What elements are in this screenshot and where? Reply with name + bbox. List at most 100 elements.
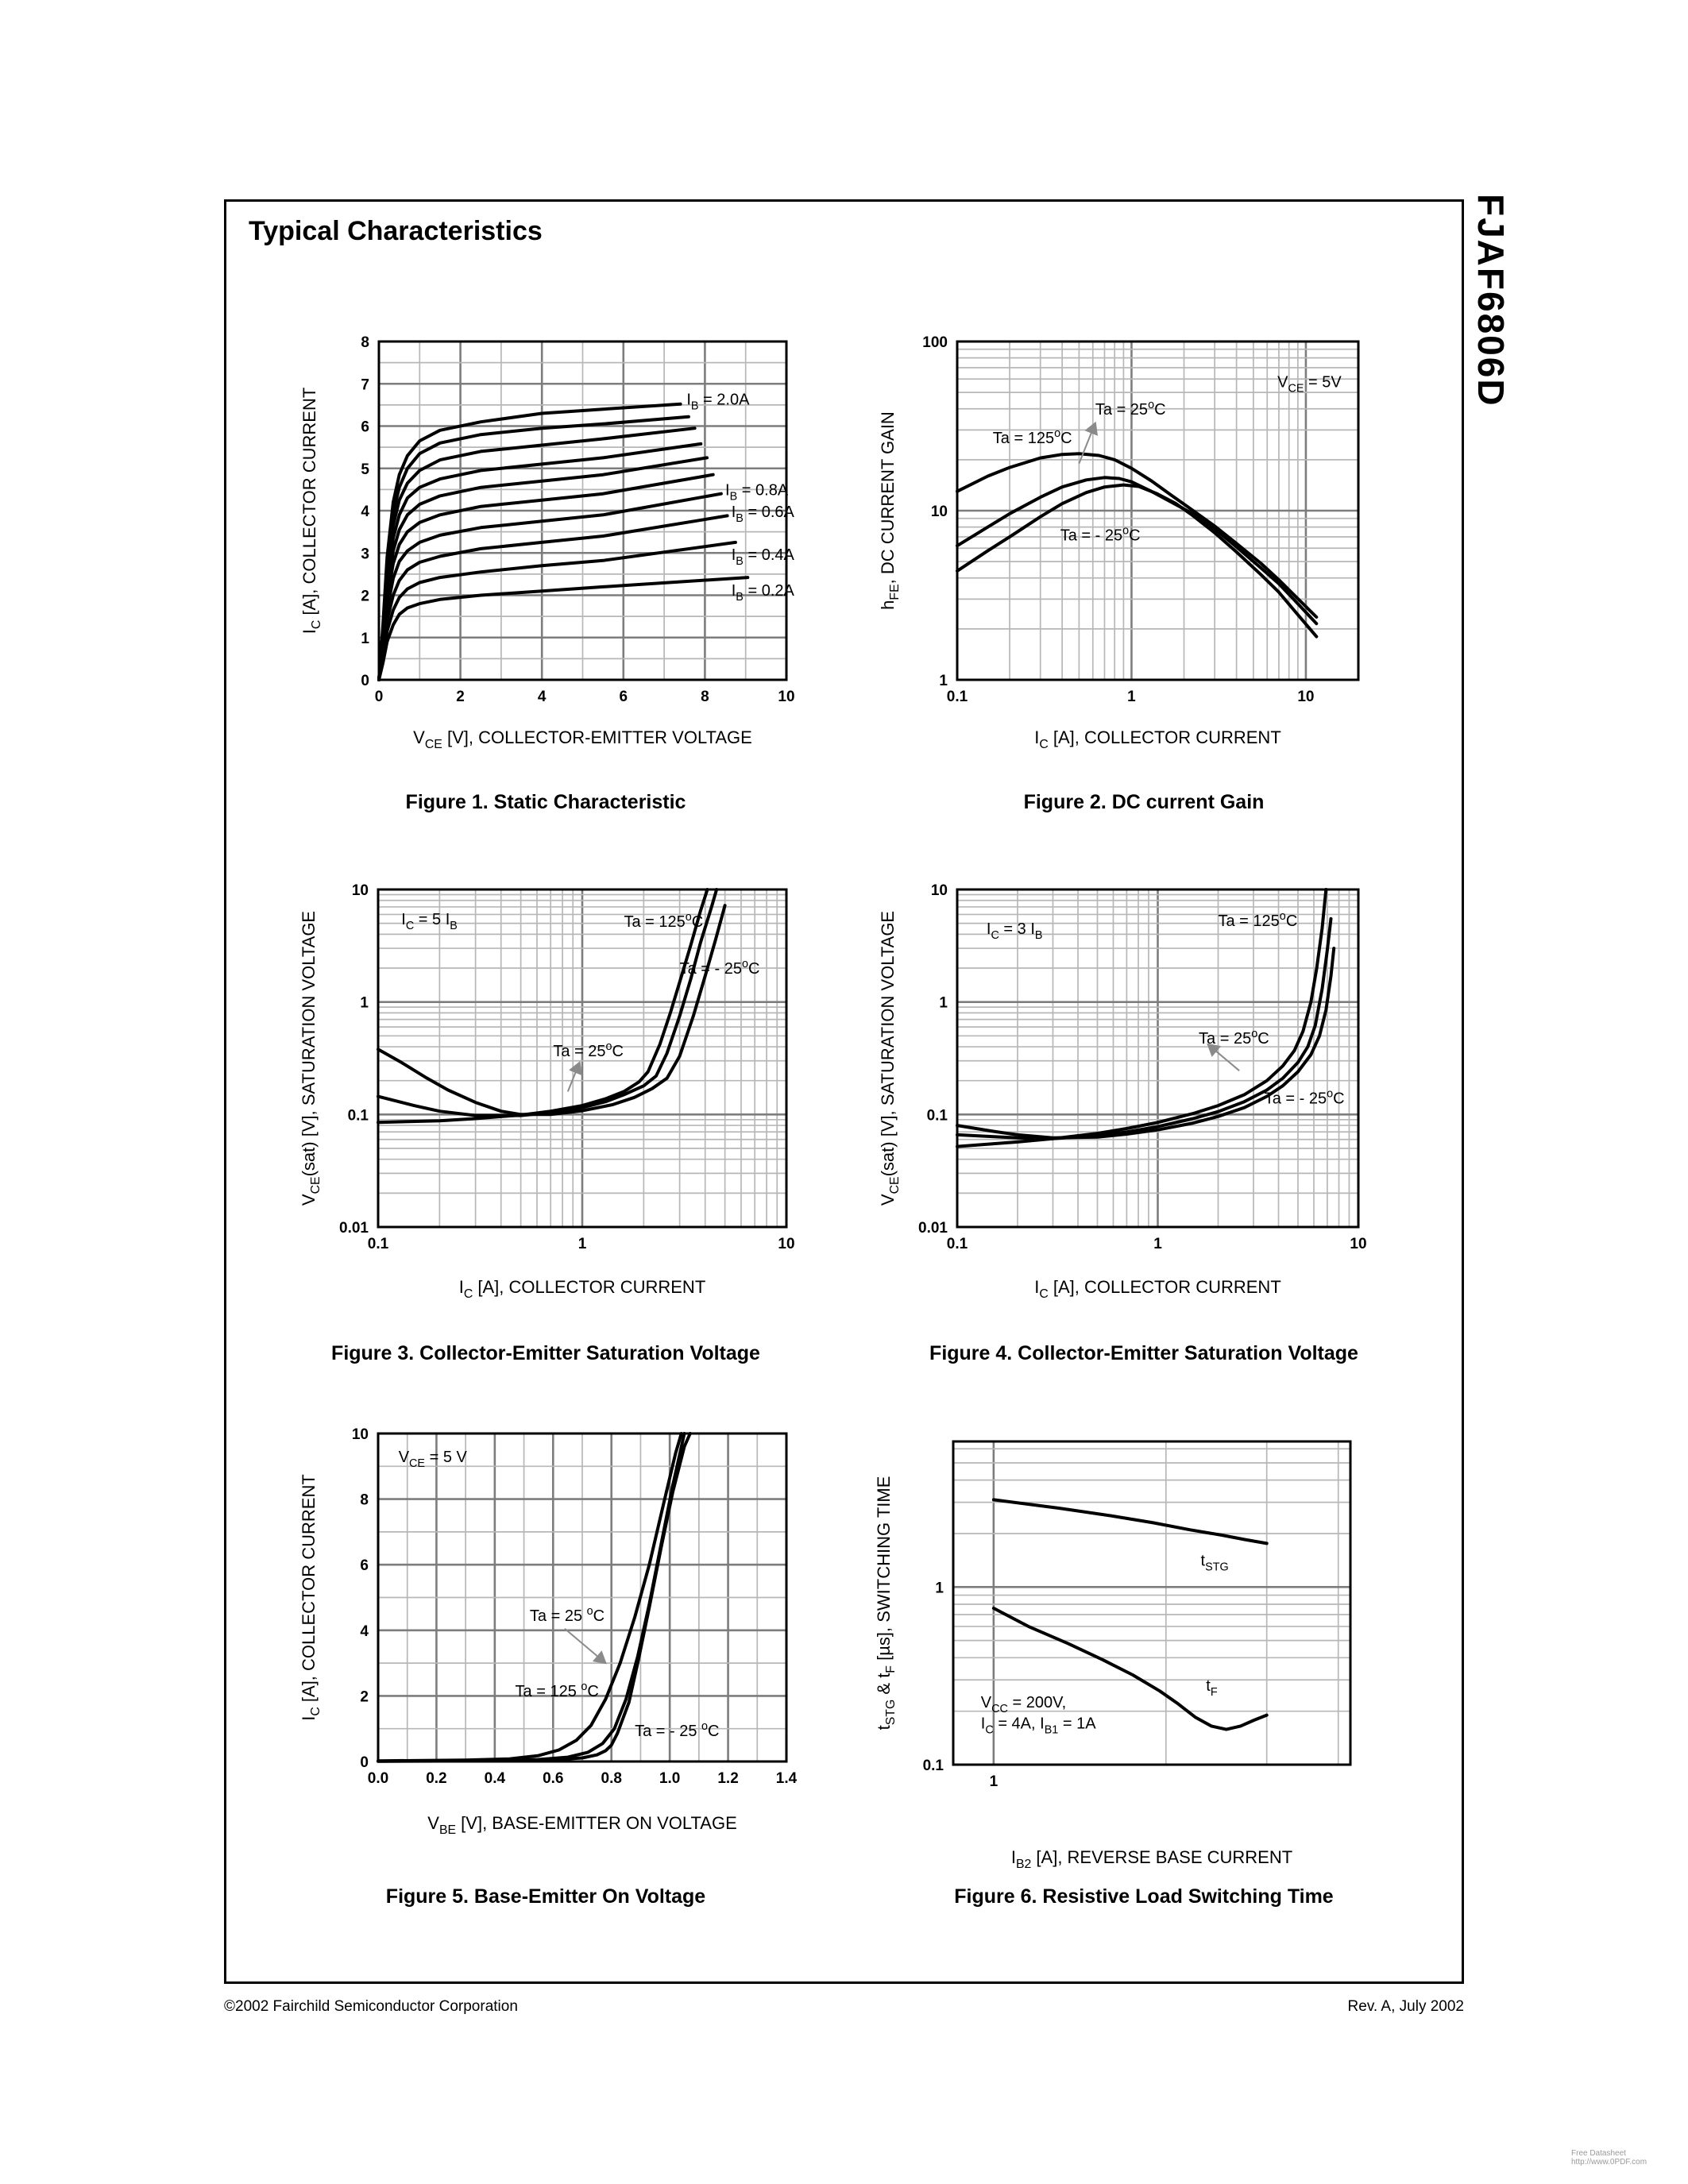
y-tick-label: 2 — [361, 588, 369, 605]
x-tick-label: 10 — [778, 1236, 794, 1252]
plot-frame — [956, 340, 1360, 681]
tick-labels: 0.0 0.2 0.4 0.6 0.8 1.0 1.2 1.4 0 2 4 6 8 10 — [352, 1426, 798, 1787]
annotation: IB = 0.2A — [732, 582, 795, 604]
x-tick-label: 1 — [1153, 1236, 1162, 1252]
annotation: IB = 0.4A — [732, 546, 795, 568]
watermark-text: Free Datasheet http://www.0PDF.com — [1571, 2149, 1647, 2167]
annotation: Ta = 25oC — [1199, 1028, 1269, 1048]
part-number-label: FJAF6806D — [1470, 194, 1512, 407]
annotation: Ta = - 25oC — [680, 958, 760, 978]
annotations: tSTG tF VCC = 200V,IC = 4A, IB1 = 1A — [981, 1552, 1229, 1736]
figure-4-caption: Figure 4. Collector-Emitter Saturation V… — [929, 1342, 1358, 1364]
annotations: VCE = 5V Ta = 25oC Ta = 125oC Ta = - 25oC — [993, 373, 1342, 544]
y-tick-label: 5 — [361, 461, 369, 478]
y-tick-label: 10 — [931, 882, 948, 899]
x-tick-label: 0.1 — [368, 1236, 389, 1252]
page-title: Typical Characteristics — [249, 216, 543, 246]
figure-6-caption: Figure 6. Resistive Load Switching Time — [954, 1885, 1334, 1908]
curve-IB=0.4A — [377, 540, 737, 681]
x-tick-label: 0.6 — [543, 1770, 563, 1787]
y-axis-title: VCE(sat) [V], SATURATION VOLTAGE — [878, 911, 902, 1206]
curve-Ta=-25C — [956, 483, 1319, 639]
y-axis-title: tSTG & tF [µs], SWITCHING TIME — [874, 1476, 898, 1731]
y-tick-label: 6 — [361, 419, 369, 436]
y-tick-label: 1 — [939, 673, 948, 689]
revision-text: Rev. A, July 2002 — [1347, 1998, 1464, 2015]
x-tick-label: 0.1 — [947, 1236, 968, 1252]
gridlines — [953, 1441, 1350, 1765]
y-tick-label: 10 — [352, 882, 369, 899]
gridlines — [957, 889, 1358, 1227]
y-tick-label: 0 — [360, 1754, 369, 1771]
series-curves — [991, 1498, 1269, 1731]
annotation: Ta = - 25 oC — [635, 1720, 719, 1740]
y-tick-label: 2 — [360, 1688, 369, 1705]
plot-frame — [377, 1432, 788, 1763]
x-tick-label: 1.0 — [659, 1770, 680, 1787]
annotation: Ta = 25oC — [1095, 399, 1166, 419]
leader-arrow — [1078, 421, 1099, 464]
copyright-text: ©2002 Fairchild Semiconductor Corporatio… — [224, 1998, 518, 2015]
x-tick-label: 0.1 — [947, 689, 968, 705]
y-tick-label: 1 — [361, 631, 369, 647]
y-axis-title: IC [A], COLLECTOR CURRENT — [299, 388, 323, 635]
y-tick-label: 6 — [360, 1557, 369, 1574]
figure-3-caption: Figure 3. Collector-Emitter Saturation V… — [331, 1342, 760, 1364]
annotation: Ta = - 25oC — [1060, 524, 1141, 544]
annotations: IC = 3 IB Ta = 125oC Ta = 25oC Ta = - 25oC — [987, 910, 1345, 1108]
x-tick-label: 0.0 — [368, 1770, 388, 1787]
y-tick-label: 4 — [360, 1623, 369, 1640]
y-tick-label: 0.01 — [918, 1220, 948, 1237]
x-axis-title: IC [A], COLLECTOR CURRENT — [459, 1277, 706, 1301]
y-tick-label: 1 — [939, 995, 948, 1012]
x-tick-label: 8 — [701, 689, 709, 705]
y-tick-label: 0 — [361, 673, 369, 689]
tick-labels: 10.11 — [923, 1580, 999, 1790]
curve-Ta=25C — [377, 888, 719, 1117]
annotations: IC = 5 IB Ta = 125oC Ta = - 25oC Ta = 25oC — [401, 911, 759, 1060]
y-tick-label: 4 — [361, 504, 369, 520]
leader-arrow — [564, 1627, 607, 1665]
series-curves — [377, 402, 750, 681]
annotation: VCC = 200V, — [981, 1694, 1066, 1715]
annotation: IC = 5 IB — [401, 911, 458, 932]
y-tick-label: 0.1 — [923, 1758, 944, 1774]
series-curves — [956, 888, 1336, 1148]
plot-frame — [952, 1440, 1352, 1766]
curve-IB=1.4A — [377, 442, 703, 681]
y-tick-label: 0.1 — [927, 1107, 948, 1124]
annotation: Ta = - 25oC — [1265, 1088, 1345, 1108]
y-axis-title: VCE(sat) [V], SATURATION VOLTAGE — [299, 911, 323, 1206]
curve-IB=0.8A — [377, 492, 723, 681]
tick-labels: 0 2 4 6 8 10 0 1 2 3 4 5 6 7 8 — [361, 334, 794, 705]
figure-1-caption: Figure 1. Static Characteristic — [405, 791, 686, 813]
x-axis-title: IC [A], COLLECTOR CURRENT — [1034, 1277, 1281, 1301]
curve-IB=1.8A — [377, 415, 690, 681]
curve-Ta=-25C — [956, 947, 1336, 1140]
y-axis-title: IC [A], COLLECTOR CURRENT — [299, 1474, 323, 1721]
curve-Ta=125C — [377, 1432, 683, 1763]
annotation: Ta = 125oC — [993, 427, 1072, 447]
curve-IB=0.2A — [377, 576, 750, 681]
x-axis-title: IC [A], COLLECTOR CURRENT — [1034, 727, 1281, 751]
x-axis-title: VBE [V], BASE-EMITTER ON VOLTAGE — [427, 1813, 737, 1837]
x-tick-label: 1 — [578, 1236, 587, 1252]
annotation: Ta = 125oC — [624, 911, 703, 931]
annotation: IC = 3 IB — [987, 920, 1043, 942]
x-tick-label: 0 — [375, 689, 384, 705]
gridlines — [379, 341, 786, 680]
annotation: IB = 0.8A — [725, 481, 789, 503]
y-tick-label: 0.1 — [348, 1107, 369, 1124]
x-tick-label: 1 — [1127, 689, 1136, 705]
x-tick-label: 4 — [538, 689, 547, 705]
y-tick-label: 8 — [361, 334, 369, 351]
y-tick-label: 100 — [922, 334, 948, 351]
annotation: IB = 2.0A — [686, 391, 750, 412]
x-tick-label: 10 — [1350, 1236, 1366, 1252]
